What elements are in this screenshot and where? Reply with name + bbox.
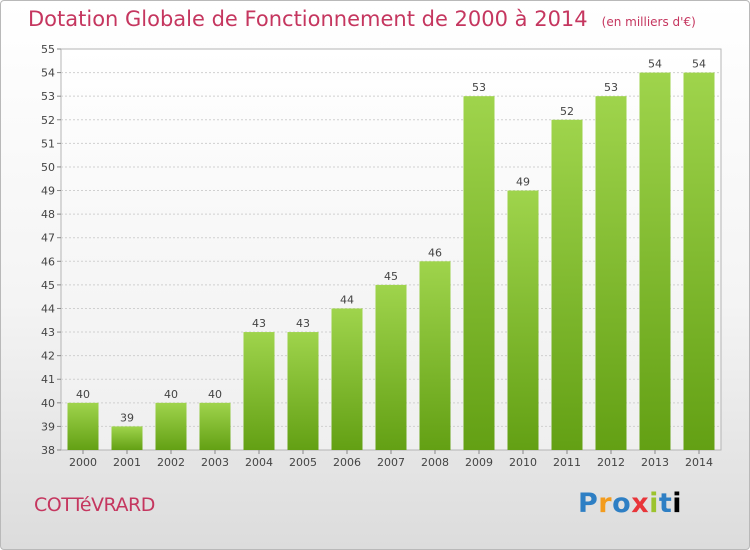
commune-name: COTTéVRARD — [34, 494, 155, 516]
x-axis: 2000 2001 2002 2003 2004 2005 2006 2007 2008 2009… — [69, 450, 713, 469]
y-tick-label: 48 — [41, 208, 55, 221]
bar-value-label: 46 — [428, 246, 442, 259]
logo-letter: x — [631, 488, 650, 519]
y-tick-label: 41 — [41, 373, 55, 386]
bar — [419, 261, 451, 450]
y-tick-label: 54 — [41, 67, 55, 80]
bar-value-label: 53 — [604, 81, 618, 94]
y-axis: 38 39 40 41 42 43 44 45 46 47 48 49 50 51 52 53 54 55 — [41, 43, 61, 457]
x-tick-label: 2011 — [553, 456, 581, 469]
logo-letter: r — [598, 488, 613, 519]
y-tick-label: 43 — [41, 326, 55, 339]
bar — [155, 402, 187, 450]
x-tick-label: 2010 — [509, 456, 537, 469]
bar-value-label: 40 — [76, 388, 90, 401]
x-tick-label: 2009 — [465, 456, 493, 469]
y-tick-label: 50 — [41, 161, 55, 174]
x-tick-label: 2006 — [333, 456, 361, 469]
bar — [243, 332, 275, 450]
x-tick-label: 2004 — [245, 456, 273, 469]
bar-value-label: 40 — [164, 388, 178, 401]
y-tick-label: 40 — [41, 397, 55, 410]
proxiti-logo: Proxiti — [578, 488, 682, 519]
bar-value-label: 43 — [296, 317, 310, 330]
y-tick-label: 55 — [41, 43, 55, 56]
bar — [375, 284, 407, 450]
y-tick-label: 47 — [41, 232, 55, 245]
bar — [683, 72, 715, 451]
chart-subtitle: (en milliers d'€) — [601, 15, 696, 29]
bar-value-label: 54 — [648, 58, 662, 71]
x-tick-label: 2005 — [289, 456, 317, 469]
y-tick-label: 52 — [41, 114, 55, 127]
x-tick-label: 2012 — [597, 456, 625, 469]
bar-value-label: 54 — [692, 58, 706, 71]
chart-title: Dotation Globale de Fonctionnement de 20… — [28, 7, 696, 31]
bar — [287, 332, 319, 450]
bar — [463, 96, 495, 451]
x-tick-label: 2014 — [685, 456, 713, 469]
bars: 40 39 40 40 43 43 44 45 46 53 49 52 53 54 54 — [67, 58, 715, 451]
y-tick-label: 51 — [41, 137, 55, 150]
y-tick-label: 49 — [41, 185, 55, 198]
bar — [507, 190, 539, 450]
y-tick-label: 45 — [41, 279, 55, 292]
bar-value-label: 49 — [516, 176, 530, 189]
bar-value-label: 39 — [120, 411, 134, 424]
x-tick-label: 2003 — [201, 456, 229, 469]
logo-letter: i — [649, 488, 659, 519]
bar — [595, 96, 627, 451]
x-tick-label: 2001 — [113, 456, 141, 469]
y-tick-label: 44 — [41, 302, 55, 315]
logo-letter: o — [612, 488, 632, 519]
x-tick-label: 2007 — [377, 456, 405, 469]
bar-value-label: 44 — [340, 293, 354, 306]
logo-letter: i — [672, 488, 683, 519]
bar-value-label: 43 — [252, 317, 266, 330]
y-tick-label: 42 — [41, 350, 55, 363]
logo-letter: t — [658, 488, 673, 519]
bar — [67, 402, 99, 450]
x-tick-label: 2000 — [69, 456, 97, 469]
x-tick-label: 2002 — [157, 456, 185, 469]
y-tick-label: 53 — [41, 90, 55, 103]
bar — [111, 426, 143, 450]
bar — [331, 308, 363, 450]
y-tick-label: 46 — [41, 255, 55, 268]
bar-value-label: 53 — [472, 81, 486, 94]
bar-value-label: 45 — [384, 270, 398, 283]
logo-letter: P — [578, 488, 599, 519]
bar-value-label: 52 — [560, 105, 574, 118]
bar-value-label: 40 — [208, 388, 222, 401]
y-tick-label: 38 — [41, 444, 55, 457]
x-tick-label: 2008 — [421, 456, 449, 469]
bar — [199, 402, 231, 450]
bar — [551, 119, 583, 450]
title-text: Dotation Globale de Fonctionnement de 20… — [28, 7, 588, 31]
x-tick-label: 2013 — [641, 456, 669, 469]
y-tick-label: 39 — [41, 420, 55, 433]
bar — [639, 72, 671, 451]
